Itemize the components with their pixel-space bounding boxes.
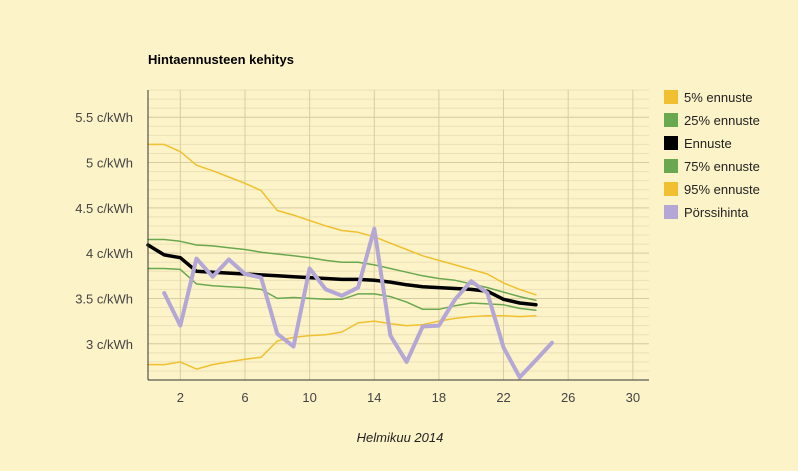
legend-swatch: [664, 113, 678, 127]
legend-label: 75% ennuste: [684, 159, 760, 174]
series-line-5-ennuste: [147, 314, 537, 370]
series-line-p-rssihinta: [162, 226, 554, 380]
x-tick-label: 10: [302, 390, 316, 405]
legend-swatch: [664, 182, 678, 196]
series-line-95-ennuste: [147, 143, 537, 296]
legend-label: Pörssihinta: [684, 205, 749, 220]
series-line-ennuste: [146, 243, 538, 307]
x-tick-label: 2: [177, 390, 184, 405]
x-tick-label: 26: [561, 390, 575, 405]
legend-label: 95% ennuste: [684, 182, 760, 197]
legend-swatch: [664, 205, 678, 219]
x-axis-ticks: 2 6 10 14 18 22 26 30: [177, 390, 640, 405]
x-tick-label: 18: [432, 390, 446, 405]
x-tick-label: 6: [241, 390, 248, 405]
axes: [147, 90, 649, 381]
x-axis-label: Helmikuu 2014: [357, 430, 444, 445]
y-tick-label: 5 c/kWh: [86, 156, 133, 171]
legend-swatch: [664, 136, 678, 150]
y-tick-label: 3 c/kWh: [86, 337, 133, 352]
chart-title: Hintaennusteen kehitys: [148, 52, 294, 67]
y-tick-label: 3.5 c/kWh: [75, 291, 133, 306]
legend-label: 5% ennuste: [684, 90, 753, 105]
legend-swatch: [664, 90, 678, 104]
legend-label: 25% ennuste: [684, 113, 760, 128]
x-tick-label: 30: [626, 390, 640, 405]
legend-label: Ennuste: [684, 136, 732, 151]
y-tick-label: 5.5 c/kWh: [75, 110, 133, 125]
grid-major: [148, 90, 649, 380]
x-tick-label: 14: [367, 390, 381, 405]
x-tick-label: 22: [496, 390, 510, 405]
legend-swatch: [664, 159, 678, 173]
series-layer: [146, 143, 554, 380]
y-axis-ticks: 3 c/kWh 3.5 c/kWh 4 c/kWh 4.5 c/kWh 5 c/kWh 5…: [75, 110, 133, 352]
series-line-25-ennuste: [147, 267, 537, 311]
y-tick-label: 4 c/kWh: [86, 246, 133, 261]
legend: 5% ennuste 25% ennuste Ennuste 75% ennuste 9…: [664, 90, 760, 220]
y-tick-label: 4.5 c/kWh: [75, 201, 133, 216]
